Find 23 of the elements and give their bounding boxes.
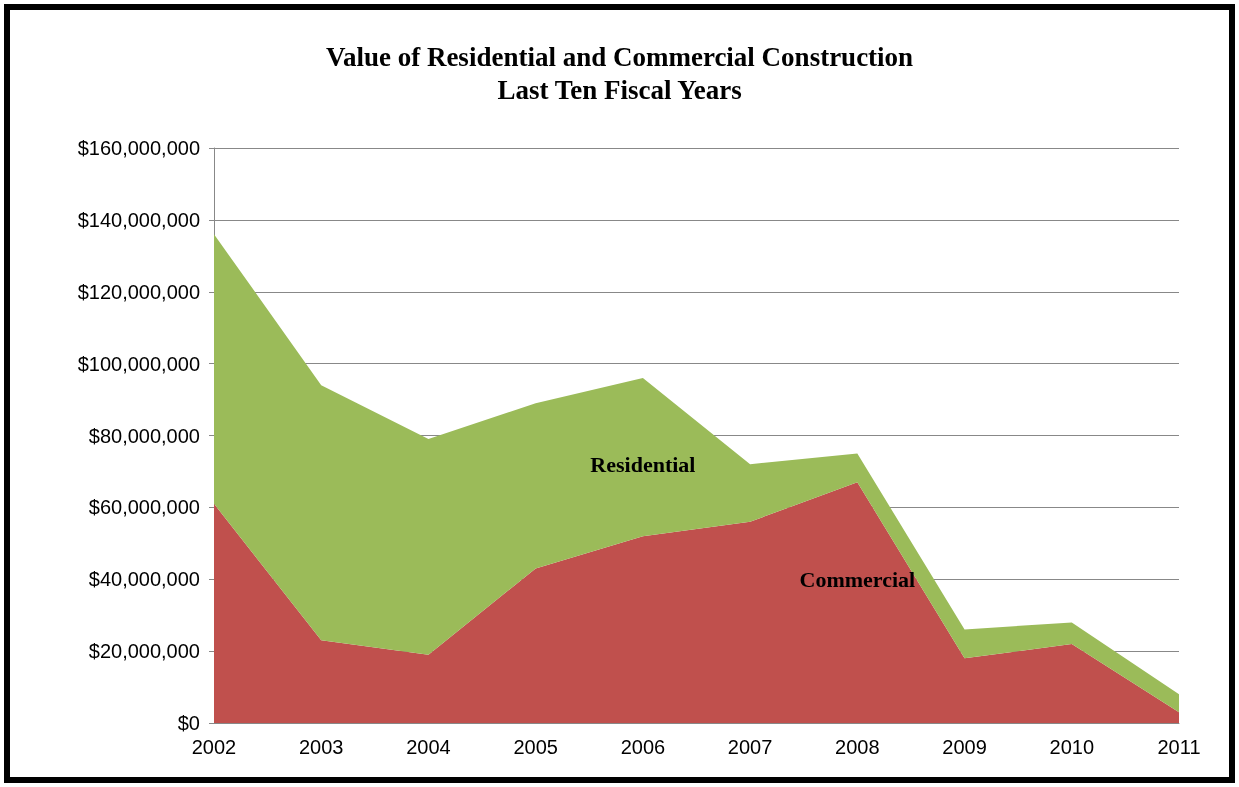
- y-tick-label: $40,000,000: [88, 568, 200, 591]
- x-tick-label: 2004: [406, 736, 451, 758]
- y-tick-label: $20,000,000: [88, 640, 200, 663]
- y-tick-label: $140,000,000: [77, 208, 200, 231]
- x-tick-label: 2005: [513, 736, 558, 758]
- series-label: Residential: [590, 451, 696, 477]
- x-tick-label: 2003: [298, 736, 344, 758]
- x-tick-label: 2010: [1049, 736, 1095, 758]
- x-tick-label: 2008: [835, 736, 880, 758]
- x-tick-label: 2009: [942, 736, 987, 758]
- x-tick-label: 2006: [620, 736, 666, 758]
- series-label: Commercial: [799, 566, 916, 592]
- x-tick-label: 2007: [727, 736, 773, 758]
- y-tick-label: $100,000,000: [77, 352, 200, 375]
- chart-subtitle: Last Ten Fiscal Years: [497, 74, 742, 105]
- x-tick-label: 2002: [191, 736, 237, 758]
- y-tick-label: $0: [177, 712, 200, 734]
- x-tick-label: 2011: [1157, 736, 1201, 758]
- y-tick-label: $160,000,000: [77, 137, 200, 159]
- chart-title: Value of Residential and Commercial Construction: [325, 41, 914, 72]
- y-tick-label: $120,000,000: [77, 280, 200, 303]
- y-tick-label: $80,000,000: [88, 424, 200, 447]
- y-tick-label: $60,000,000: [88, 496, 200, 519]
